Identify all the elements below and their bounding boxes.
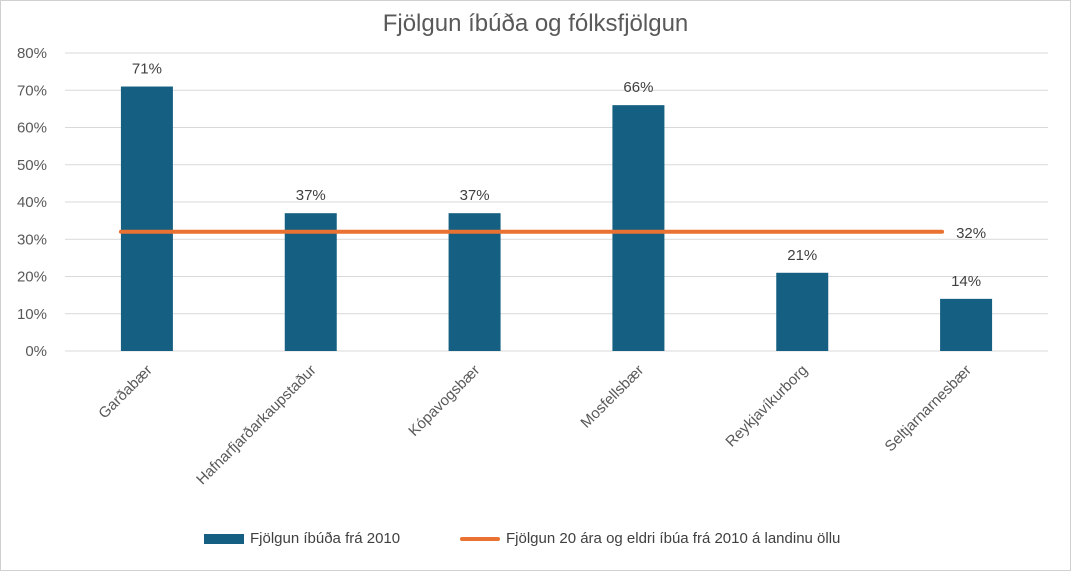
x-tick-label: Hafnarfjarðarkaupstaður — [193, 362, 319, 488]
bar-data-label: 14% — [951, 273, 981, 290]
y-tick-label: 20% — [17, 269, 47, 286]
bar — [120, 86, 173, 352]
chart-title: Fjölgun íbúða og fólksfjölgun — [382, 10, 689, 37]
bar — [448, 213, 501, 351]
y-tick-label: 50% — [17, 157, 47, 174]
x-tick-label: Mosfellsbær — [577, 362, 647, 432]
x-tick-label: Seltjarnarnesbær — [882, 362, 975, 455]
y-tick-label: 70% — [17, 82, 47, 99]
legend-label-line: Fjölgun 20 ára og eldri íbúa frá 2010 á … — [506, 530, 841, 547]
bar — [940, 298, 993, 351]
y-tick-label: 0% — [25, 343, 47, 360]
y-tick-label: 10% — [17, 306, 47, 323]
legend-swatch-bar — [204, 533, 244, 544]
bar — [776, 272, 829, 351]
legend-item-line: Fjölgun 20 ára og eldri íbúa frá 2010 á … — [460, 530, 840, 547]
legend-item-bar: Fjölgun íbúða frá 2010 — [204, 530, 400, 547]
bar-data-label: 66% — [623, 79, 653, 96]
bar — [612, 105, 665, 352]
y-tick-label: 80% — [17, 45, 47, 62]
bar-data-label: 37% — [460, 187, 490, 204]
bar-data-label: 37% — [296, 187, 326, 204]
x-tick-label: Reykjavíkurborg — [722, 362, 811, 451]
bar-data-label: 71% — [132, 61, 162, 78]
legend-swatch-line — [460, 536, 500, 541]
x-tick-label: Kópavogsbær — [405, 362, 483, 440]
y-tick-label: 40% — [17, 194, 47, 211]
line-end-label: 32% — [956, 225, 986, 242]
y-tick-label: 60% — [17, 120, 47, 137]
x-tick-label: Garðabær — [95, 362, 155, 422]
y-tick-label: 30% — [17, 231, 47, 248]
bar-data-label: 21% — [787, 247, 817, 264]
legend-label-bar: Fjölgun íbúða frá 2010 — [250, 530, 401, 547]
bar — [284, 213, 337, 351]
